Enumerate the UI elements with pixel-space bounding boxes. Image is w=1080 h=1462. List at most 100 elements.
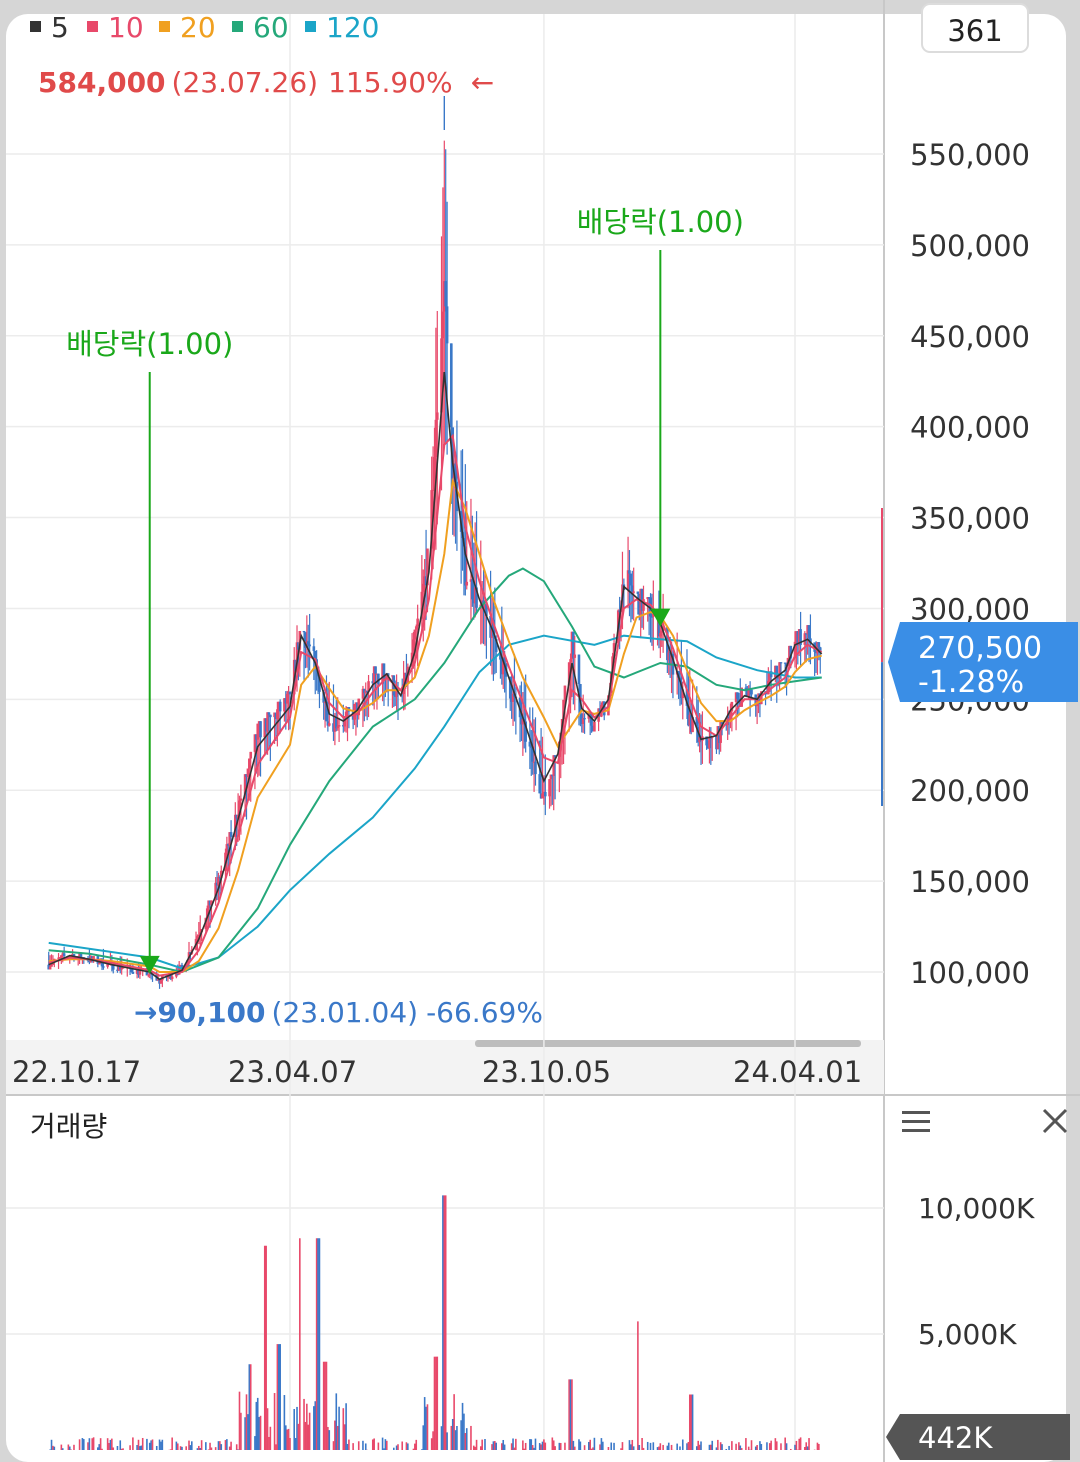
candle-body <box>567 662 571 686</box>
candle-body <box>138 969 142 975</box>
price-tick-label: 350,000 <box>910 502 1030 536</box>
price-tick-label: 100,000 <box>910 956 1030 990</box>
candle-body <box>61 953 65 956</box>
candle-body <box>511 693 515 702</box>
candle-body <box>336 726 339 729</box>
candle-body <box>58 957 62 959</box>
candle-body <box>106 962 109 967</box>
volume-current-tag <box>886 1414 1070 1460</box>
candle-body <box>205 908 209 918</box>
candle-body <box>393 695 397 697</box>
close-icon[interactable] <box>1042 1108 1068 1134</box>
candle-body <box>441 311 445 339</box>
candle-body <box>465 581 469 586</box>
candle-body <box>691 716 694 733</box>
date-axis-band <box>6 1040 884 1094</box>
candle-body <box>783 662 787 664</box>
high-marker-label: 584,000 (23.07.26) 115.90% ← <box>38 66 494 99</box>
candle-body <box>688 714 692 726</box>
candle-body <box>102 966 105 968</box>
candle-body <box>430 490 433 549</box>
candle-body <box>443 281 446 312</box>
menu-icon[interactable] <box>902 1111 930 1132</box>
candle-body <box>531 747 534 762</box>
candle-body <box>730 701 734 712</box>
candle-body <box>775 665 779 676</box>
candle-body <box>225 844 229 853</box>
candle-body <box>197 935 201 937</box>
price-axis: 100,000150,000200,000250,000300,000350,0… <box>910 138 1030 990</box>
candle-body <box>480 600 484 605</box>
candle-body <box>416 618 419 627</box>
price-tick-label: 150,000 <box>910 865 1030 899</box>
candle-body <box>580 713 584 725</box>
candle-body <box>274 712 278 720</box>
candle-body <box>288 691 292 695</box>
candle-body <box>156 978 160 981</box>
candle-body <box>542 791 546 794</box>
volume-axis: 5,000K 10,000K <box>918 1192 1035 1351</box>
candle-body <box>158 978 161 984</box>
candle-body <box>737 698 741 701</box>
candle-body <box>135 968 139 974</box>
candle-body <box>649 597 652 617</box>
candle-body <box>334 718 338 729</box>
candle-body <box>253 734 257 752</box>
candle-body <box>395 687 398 697</box>
candle-body <box>548 779 551 797</box>
candle-body <box>116 969 119 971</box>
candle-body <box>785 662 788 666</box>
candle-body <box>294 659 297 672</box>
candle-body <box>583 718 586 720</box>
candle-body <box>210 900 213 906</box>
candle-body <box>361 688 365 699</box>
candle-body <box>473 587 477 604</box>
candle-body <box>774 665 777 678</box>
volume-tick-label: 5,000K <box>918 1318 1017 1351</box>
candle-body <box>391 675 394 677</box>
candle-body <box>768 671 772 681</box>
candle-body <box>57 957 60 959</box>
candle-body <box>166 976 170 978</box>
candle-body <box>302 630 306 633</box>
candle-body <box>243 774 247 799</box>
candle-body <box>295 642 299 672</box>
candle-body <box>520 717 523 725</box>
candle-body <box>60 955 63 958</box>
date-tick-label: 23.10.05 <box>482 1055 611 1089</box>
candle-body <box>646 597 650 600</box>
candle-body <box>365 690 369 692</box>
period-badge[interactable] <box>921 3 1029 53</box>
candle-body <box>71 954 74 956</box>
candle-body <box>285 693 289 704</box>
candle-body <box>131 971 135 974</box>
candle-body <box>485 604 488 616</box>
candle-body <box>374 666 377 674</box>
candle-body <box>92 956 95 960</box>
candle-body <box>297 642 300 650</box>
period-count: 361 <box>947 14 1002 48</box>
candle-body <box>660 630 664 634</box>
candle-body <box>687 705 690 726</box>
candle-body <box>277 701 281 710</box>
candle-body <box>62 953 66 956</box>
candle-body <box>364 690 368 693</box>
candle-body <box>551 774 554 777</box>
candle-body <box>503 657 506 664</box>
candle-body <box>384 675 387 680</box>
current-price: 270,500 <box>918 631 1042 666</box>
candle-body <box>169 973 173 979</box>
candle-body <box>269 714 272 718</box>
candle-body <box>618 610 621 612</box>
candle-body <box>501 657 505 675</box>
candle-body <box>50 964 53 967</box>
candle-body <box>239 798 243 801</box>
candle-body <box>238 800 241 816</box>
candle-body <box>371 681 375 684</box>
ma60-line <box>48 567 822 974</box>
scroll-thumb[interactable] <box>475 1040 861 1047</box>
candle-body <box>421 583 425 592</box>
candle-body <box>186 960 189 964</box>
ma5-line <box>48 372 823 981</box>
